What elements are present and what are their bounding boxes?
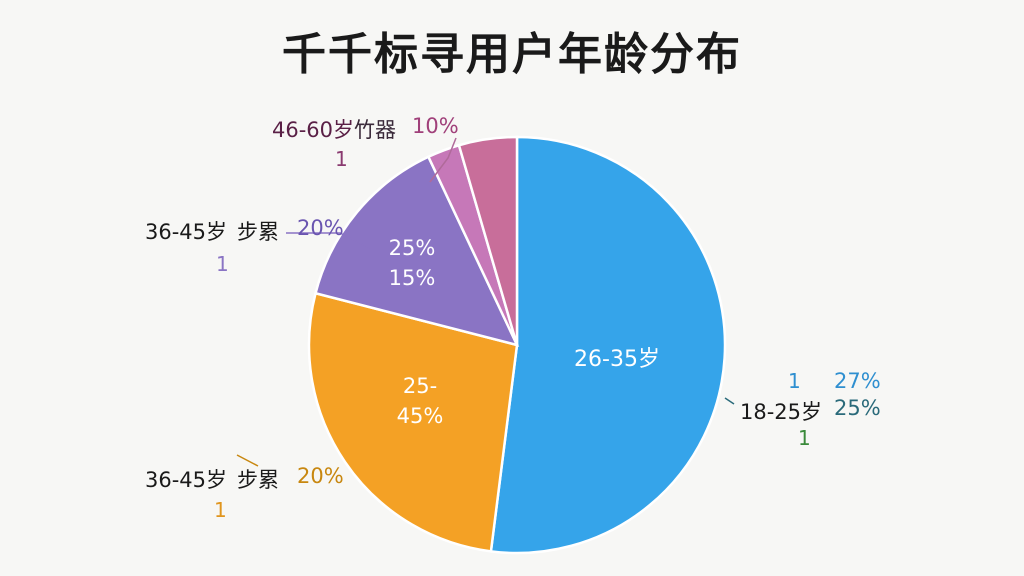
slice-label-2: 25%: [389, 236, 436, 260]
leader-line-1: [286, 232, 371, 249]
leader-line-0: [429, 137, 457, 183]
callout-top-count: 1: [335, 147, 348, 171]
callout-upper-left-count: 1: [216, 252, 229, 276]
callout-top-pct: 10%: [412, 114, 459, 138]
callout-upper-left-name: 36-45岁: [145, 220, 228, 244]
callout-right-top-count: 1: [788, 369, 801, 393]
callout-upper-left-mid: 步累: [237, 220, 279, 244]
pie-slice-4: [457, 135, 519, 346]
leader-line-3: [724, 397, 735, 405]
callout-right-count: 1: [798, 426, 811, 450]
callout-right-name: 18-25岁: [740, 400, 823, 424]
leader-line-2: [236, 454, 259, 467]
slice-label2-2: 15%: [389, 266, 436, 290]
callout-upper-left-pct: 20%: [297, 216, 344, 240]
chart-title: 千千标寻用户年龄分布: [282, 29, 742, 80]
slice-label-0: 26-35岁: [574, 347, 660, 372]
callout-lower-left-count: 1: [214, 498, 227, 522]
pie-slice-0: [489, 135, 727, 555]
callout-lower-left-name: 36-45岁: [145, 468, 228, 492]
slice-label2-1: 45%: [397, 404, 444, 428]
callout-right-pct-top: 27%: [834, 369, 881, 393]
callout-lower-left-pct: 20%: [297, 464, 344, 488]
callout-top-name: 46-60岁: [272, 118, 355, 142]
pie-slice-2: [314, 155, 520, 347]
callout-top-mid: 竹器: [354, 118, 396, 142]
pie-slice-1: [307, 291, 519, 553]
slice-label-1: 25-: [403, 374, 437, 398]
callout-lower-left-mid: 步累: [237, 468, 279, 492]
callout-right-pct: 25%: [834, 396, 881, 420]
